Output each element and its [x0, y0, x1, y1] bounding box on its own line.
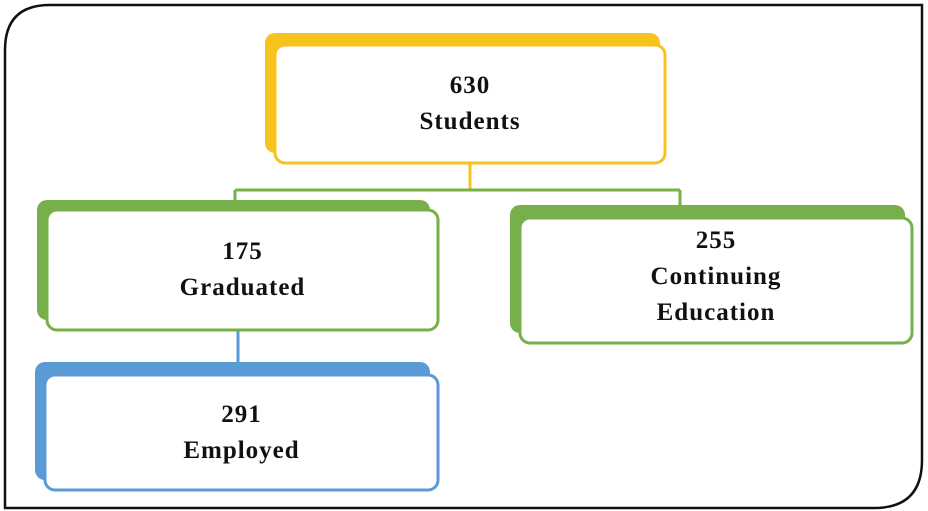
- node-text: 175 Graduated: [47, 210, 438, 330]
- node-text: 291 Employed: [45, 375, 438, 490]
- node-text: 630 Students: [275, 45, 665, 163]
- connectors: [233, 163, 682, 368]
- node-label: Employed: [183, 436, 300, 464]
- node-box: [518, 216, 914, 345]
- node-value: 291: [221, 400, 262, 428]
- node-box: [43, 373, 440, 492]
- node-box: [273, 43, 667, 165]
- node-label: Continuing Education: [650, 263, 782, 326]
- node-label: Students: [419, 108, 521, 135]
- node-value: 255: [695, 227, 737, 254]
- node-value: 175: [222, 238, 263, 265]
- node-value: 630: [449, 72, 491, 99]
- node-text: 255 Continuing Education: [520, 218, 912, 336]
- node-label: Graduated: [179, 274, 306, 301]
- node-box: [45, 208, 440, 332]
- frame: [3, 3, 924, 510]
